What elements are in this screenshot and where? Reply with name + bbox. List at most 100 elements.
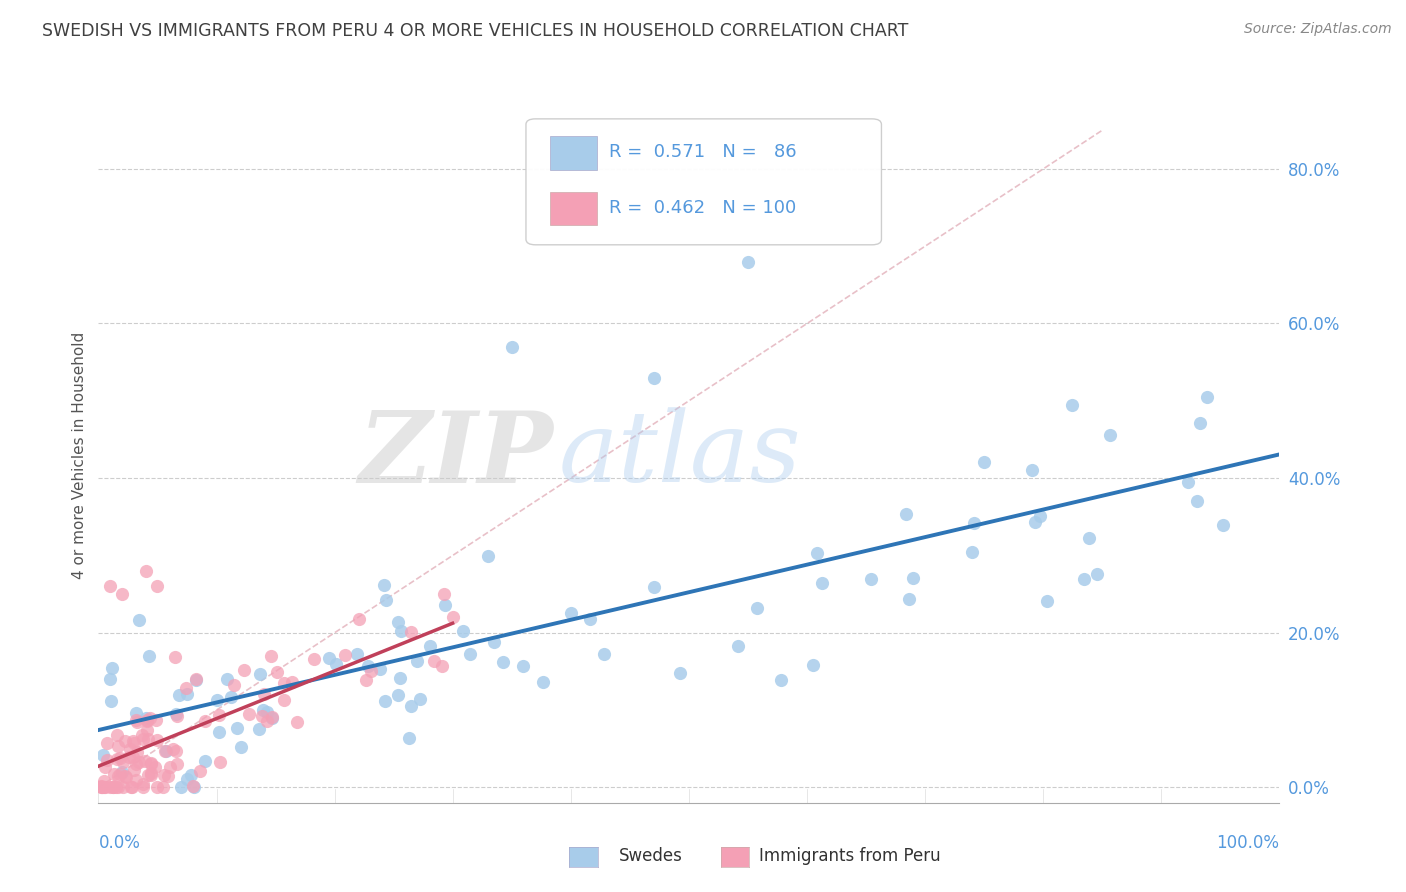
Point [451,624,474,638]
Point [132,780,155,795]
Point [139,711,162,725]
Point [430,658,453,673]
Text: Swedes: Swedes [619,847,682,865]
Point [325,657,347,671]
Text: SWEDISH VS IMMIGRANTS FROM PERU 4 OR MORE VEHICLES IN HOUSEHOLD CORRELATION CHAR: SWEDISH VS IMMIGRANTS FROM PERU 4 OR MOR… [42,22,908,40]
Point [501,340,523,354]
Point [252,709,274,723]
Point [387,615,409,629]
Point [101,780,124,795]
Point [101,780,124,795]
Point [389,671,412,685]
Point [260,711,283,725]
Point [1036,594,1059,608]
Point [121,780,143,795]
Point [229,740,252,755]
Point [531,674,554,689]
Point [252,703,274,717]
Point [98,579,121,593]
Point [176,681,198,696]
Text: R =  0.462   N = 100: R = 0.462 N = 100 [609,199,796,217]
Point [405,654,427,668]
Point [433,598,456,612]
Point [132,731,155,746]
Point [399,698,422,713]
Point [811,575,834,590]
Point [141,757,163,772]
Point [159,760,181,774]
Point [512,659,534,673]
Point [901,571,924,585]
Point [112,755,135,769]
Point [138,649,160,664]
Point [135,564,157,578]
Point [285,714,308,729]
Y-axis label: 4 or more Vehicles in Household: 4 or more Vehicles in Household [72,331,87,579]
Point [398,731,420,745]
Point [134,754,156,768]
Point [225,721,247,735]
Point [1197,390,1219,404]
Point [103,767,125,781]
Point [433,587,456,601]
Point [273,693,295,707]
Point [232,664,254,678]
Point [560,607,582,621]
Point [1212,518,1234,533]
Point [96,736,118,750]
Point [107,769,129,783]
FancyBboxPatch shape [526,119,882,244]
Point [166,757,188,772]
Point [1085,567,1108,582]
FancyBboxPatch shape [550,136,596,169]
Point [121,734,143,748]
Point [860,572,883,586]
Point [181,780,204,794]
Point [152,768,174,782]
Point [132,777,155,791]
Point [122,763,145,777]
Point [122,750,145,764]
Point [105,752,128,766]
Point [118,750,141,764]
Point [165,650,187,665]
Point [194,754,217,768]
Point [146,780,169,795]
Point [114,734,136,748]
Point [183,780,205,795]
Point [592,647,614,661]
Point [166,709,188,723]
Point [111,764,134,779]
Point [1099,427,1122,442]
Point [120,742,142,756]
Point [111,587,134,601]
Point [260,648,283,663]
Point [93,780,115,795]
Point [114,770,136,784]
Point [141,768,163,782]
Point [477,549,499,563]
Point [1062,398,1084,412]
Point [458,647,481,661]
Point [165,707,187,722]
Point [186,672,208,686]
Point [131,728,153,742]
Text: 100.0%: 100.0% [1216,834,1279,852]
Point [145,713,167,727]
Point [222,678,245,692]
Point [422,654,444,668]
Point [96,753,118,767]
Point [155,744,177,758]
Point [105,728,128,742]
Point [135,723,157,737]
Point [894,508,917,522]
Point [128,613,150,627]
Point [125,714,148,729]
Point [368,662,391,676]
Text: Source: ZipAtlas.com: Source: ZipAtlas.com [1244,22,1392,37]
Point [91,748,114,763]
Point [643,580,665,594]
Point [215,672,238,686]
Point [141,756,163,770]
Point [167,688,190,702]
